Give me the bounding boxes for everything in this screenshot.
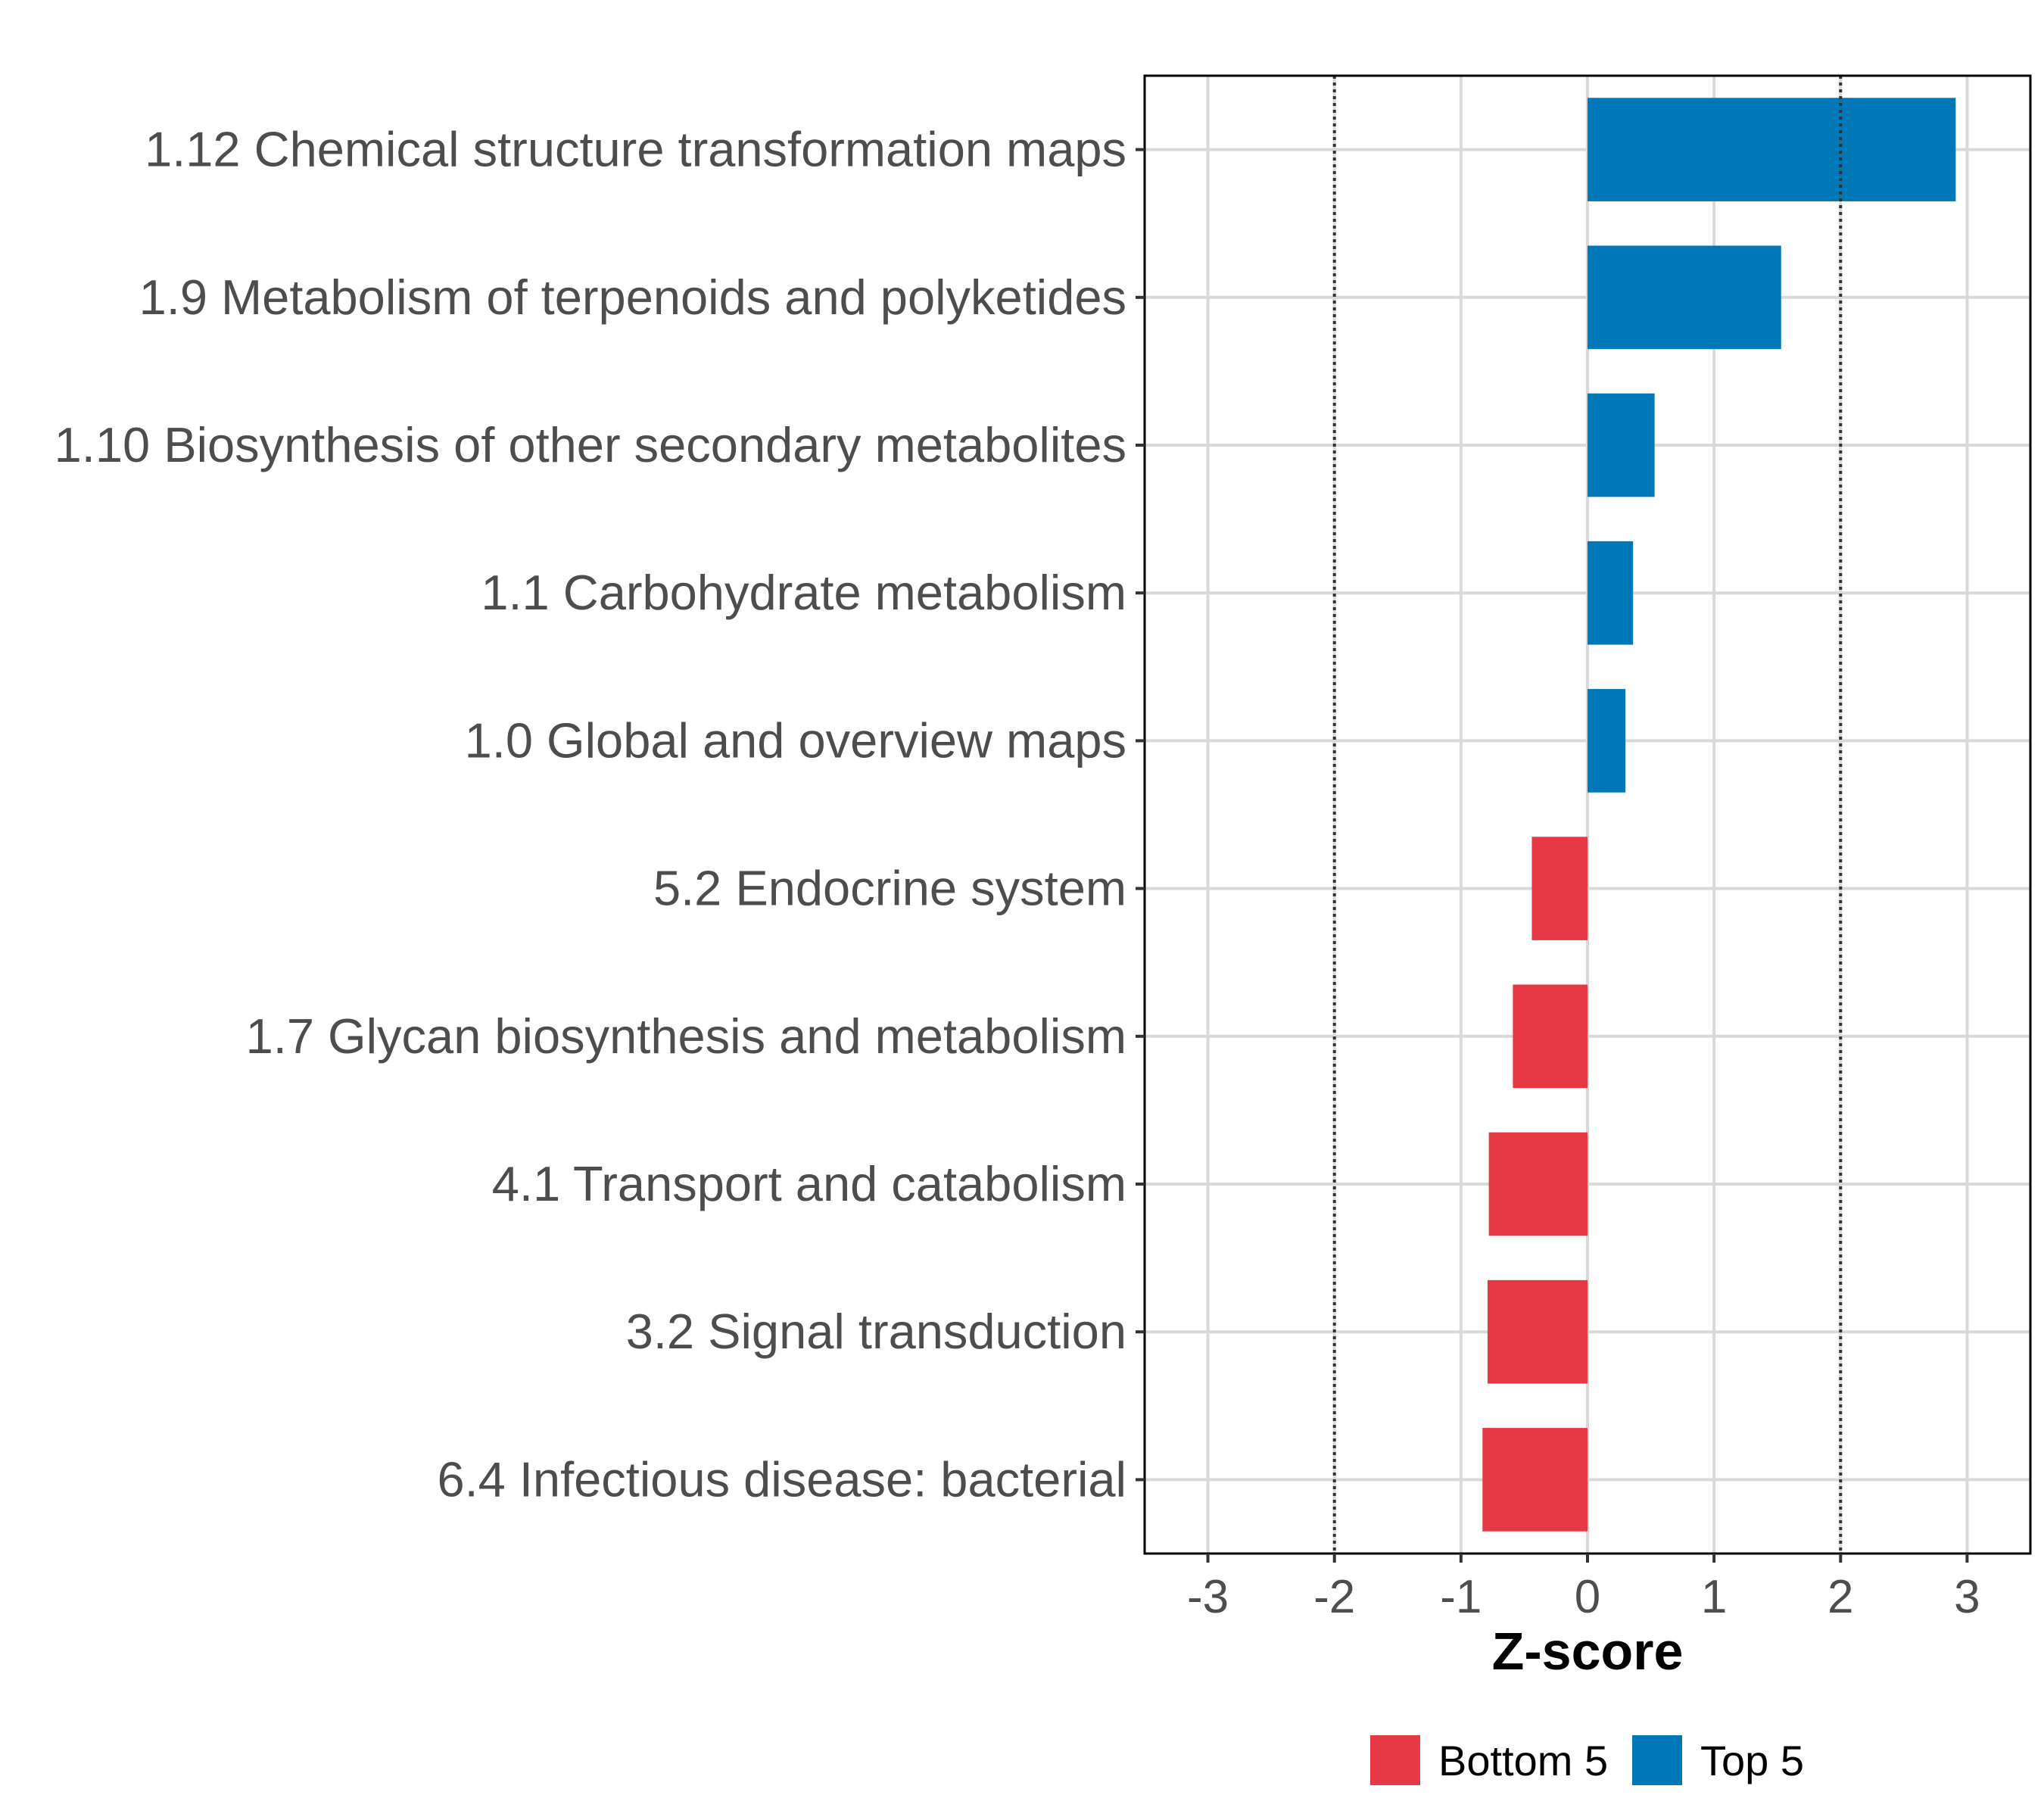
y-axis: 1.12 Chemical structure transformation m…: [55, 122, 1145, 1507]
bar: [1513, 984, 1588, 1089]
x-tick-label: 0: [1575, 1571, 1600, 1623]
y-tick-label: 1.12 Chemical structure transformation m…: [145, 122, 1126, 177]
y-tick-label: 1.9 Metabolism of terpenoids and polyket…: [139, 270, 1126, 325]
y-tick-label: 1.10 Biosynthesis of other secondary met…: [55, 417, 1126, 472]
reference-lines: [1332, 76, 1843, 1554]
legend-swatch: [1632, 1735, 1682, 1785]
x-axis: -3 -2 -1 0 1 2 3: [1187, 1554, 1980, 1623]
bar: [1531, 837, 1588, 940]
legend-label: Top 5: [1700, 1737, 1804, 1784]
bar: [1588, 245, 1781, 350]
bar: [1588, 393, 1655, 497]
legend: Bottom 5 Top 5: [1370, 1735, 1804, 1785]
bars: [1482, 98, 1956, 1532]
x-tick-label: -3: [1187, 1571, 1229, 1623]
y-tick-label: 5.2 Endocrine system: [653, 861, 1126, 916]
y-tick-label: 4.1 Transport and catabolism: [492, 1156, 1126, 1211]
legend-swatch: [1370, 1735, 1420, 1785]
legend-label: Bottom 5: [1438, 1737, 1608, 1784]
bar: [1487, 1279, 1588, 1384]
y-tick-label: 1.7 Glycan biosynthesis and metabolism: [246, 1008, 1126, 1064]
x-tick-label: 3: [1954, 1571, 1980, 1623]
bar: [1588, 541, 1634, 645]
bar: [1482, 1428, 1588, 1532]
x-axis-title: Z-score: [1492, 1622, 1684, 1681]
bar: [1588, 98, 1956, 201]
y-tick-label: 6.4 Infectious disease: bacterial: [437, 1451, 1126, 1507]
x-tick-label: -1: [1440, 1571, 1482, 1623]
y-tick-label: 1.0 Global and overview maps: [465, 712, 1126, 768]
x-tick-label: 1: [1701, 1571, 1727, 1623]
x-tick-label: 2: [1827, 1571, 1853, 1623]
x-tick-label: -2: [1313, 1571, 1355, 1623]
y-tick-label: 1.1 Carbohydrate metabolism: [481, 565, 1126, 620]
bar: [1588, 689, 1626, 793]
y-tick-label: 3.2 Signal transduction: [626, 1304, 1126, 1359]
bar: [1488, 1132, 1588, 1236]
